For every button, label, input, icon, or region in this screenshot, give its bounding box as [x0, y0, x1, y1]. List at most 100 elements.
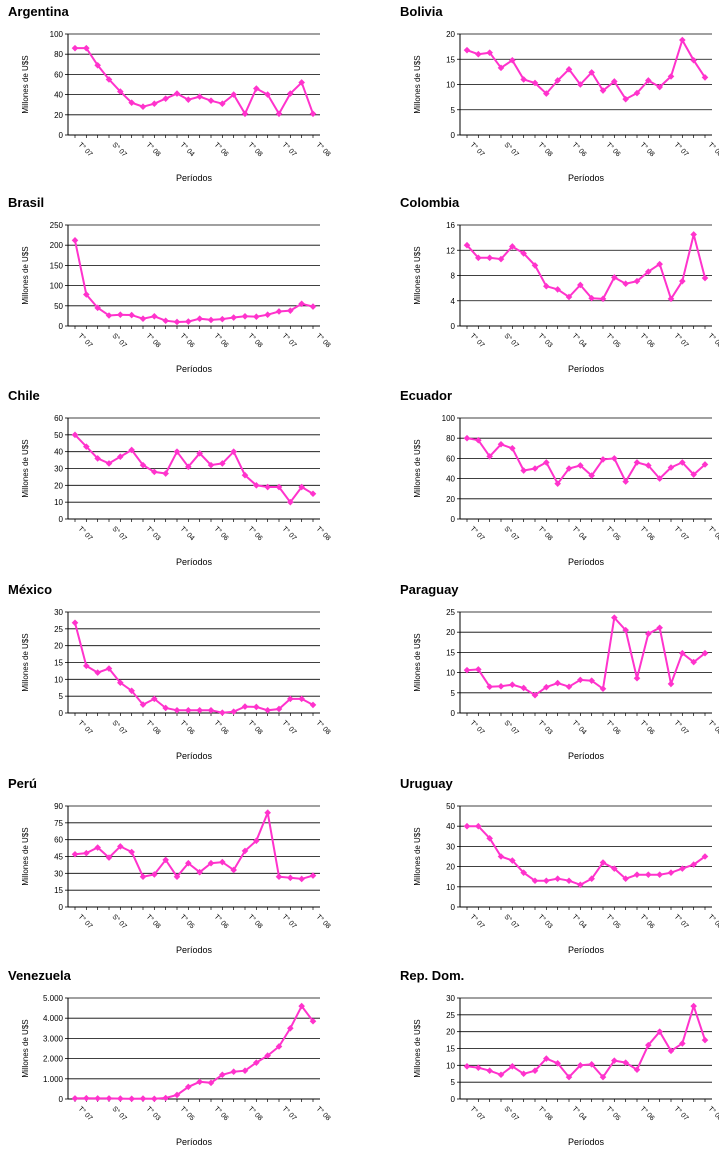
y-tick-label: 0 — [59, 322, 64, 331]
data-point — [645, 462, 652, 469]
data-point — [520, 1070, 527, 1078]
x-tick-label: T° 08 — [145, 332, 163, 350]
y-tick-label: 20 — [54, 111, 63, 120]
data-point — [287, 1025, 294, 1032]
chart-title: Paraguay — [400, 582, 459, 597]
data-point — [173, 873, 181, 880]
data-point — [475, 822, 482, 830]
data-point — [117, 1095, 124, 1102]
y-tick-label: 0 — [451, 131, 456, 140]
data-point — [656, 260, 663, 268]
y-tick-label: 10 — [54, 675, 63, 684]
data-point — [690, 1002, 697, 1010]
data-point — [611, 865, 618, 872]
x-tick-label: T° 08 — [707, 913, 719, 931]
y-tick-label: 20 — [446, 863, 455, 872]
data-point — [509, 56, 516, 64]
data-point — [679, 36, 686, 44]
data-point — [219, 858, 226, 866]
data-point — [207, 1079, 215, 1087]
data-point — [139, 873, 147, 880]
data-point — [543, 683, 550, 691]
y-tick-label: 25 — [54, 625, 63, 634]
x-tick-label: T° 08 — [707, 719, 719, 737]
chart-panel: Uruguay 0 10 20 30 40 50 T° 07 S° 07 T° 03 T° 04 T°… — [400, 776, 719, 966]
series-line — [466, 234, 706, 302]
y-tick-label: 30 — [54, 608, 63, 617]
y-tick-label: 3.000 — [43, 1034, 64, 1043]
y-tick-label: 4.000 — [43, 1014, 64, 1023]
x-tick-label: T° 07 — [469, 719, 487, 737]
chart-title: Bolivia — [400, 4, 443, 19]
data-point — [509, 681, 516, 689]
data-point — [207, 461, 215, 469]
data-point — [577, 1062, 584, 1069]
x-tick-label: T° 08 — [315, 525, 333, 543]
data-point — [497, 1071, 505, 1079]
x-tick-label: T° 07 — [673, 719, 691, 737]
x-tick-label: T° 04 — [571, 719, 589, 737]
y-axis-label: Millones de U$S — [413, 1019, 422, 1077]
y-tick-label: 30 — [54, 465, 63, 474]
y-tick-label: 10 — [446, 669, 455, 678]
data-point — [520, 684, 527, 692]
line-chart: 0 4 8 12 16 T° 07 S° 07 T° 03 T° 04 T° 05 T° 06 T° … — [413, 221, 719, 374]
data-point — [611, 78, 618, 85]
data-point — [241, 847, 249, 855]
data-point — [196, 707, 203, 714]
x-axis-label: Períodos — [176, 945, 213, 955]
x-axis-label: Períodos — [568, 1137, 605, 1147]
x-tick-label: T° 03 — [145, 525, 163, 543]
data-point — [298, 79, 305, 86]
x-axis-label: Períodos — [176, 1137, 213, 1147]
data-point — [588, 875, 595, 883]
y-axis-label: Millones de U$S — [413, 439, 422, 497]
data-point — [253, 313, 260, 321]
x-tick-label: T° 06 — [639, 913, 657, 931]
series-line — [74, 434, 314, 504]
data-point — [298, 1002, 305, 1010]
data-point — [264, 483, 271, 491]
data-point — [253, 837, 260, 845]
data-point — [71, 1095, 79, 1102]
data-point — [622, 280, 629, 288]
data-point — [298, 300, 305, 308]
data-point — [139, 461, 147, 469]
data-point — [554, 875, 561, 883]
x-tick-label: T° 06 — [639, 525, 657, 543]
data-point — [486, 254, 493, 262]
series-line — [75, 47, 314, 116]
data-point — [241, 313, 249, 320]
data-point — [83, 443, 90, 450]
data-point — [690, 471, 697, 478]
data-point — [185, 859, 192, 867]
data-point — [622, 626, 629, 634]
data-point — [264, 707, 271, 714]
data-point — [173, 90, 181, 97]
y-tick-label: 90 — [54, 802, 63, 811]
data-point — [554, 77, 561, 84]
y-tick-label: 45 — [54, 853, 63, 862]
data-point — [162, 317, 169, 325]
x-axis-label: Períodos — [568, 751, 605, 761]
x-tick-label: T° 06 — [213, 1105, 231, 1123]
data-point — [162, 856, 169, 864]
y-tick-label: 60 — [54, 414, 63, 423]
y-tick-label: 10 — [446, 1061, 455, 1070]
data-point — [264, 809, 271, 817]
x-axis-label: Períodos — [176, 173, 213, 183]
data-point — [588, 294, 595, 302]
data-point — [185, 1083, 192, 1091]
data-point — [565, 1073, 573, 1081]
data-point — [656, 1028, 663, 1035]
x-tick-label: S° 07 — [111, 141, 129, 159]
y-tick-label: 20 — [54, 642, 63, 651]
chart-panel: Rep. Dom. 0 5 10 15 20 25 30 T° 07 S° 07 T° 08 T° 0… — [400, 968, 719, 1158]
data-point — [253, 85, 260, 92]
data-point — [633, 1066, 641, 1074]
y-tick-label: 20 — [54, 481, 63, 490]
y-tick-label: 5 — [451, 1078, 456, 1087]
data-point — [275, 1043, 283, 1050]
chart-panel: Paraguay 0 5 10 15 20 25 T° 07 S° 07 T° 03 T° 04 T°… — [400, 582, 719, 772]
y-tick-label: 10 — [446, 81, 455, 90]
